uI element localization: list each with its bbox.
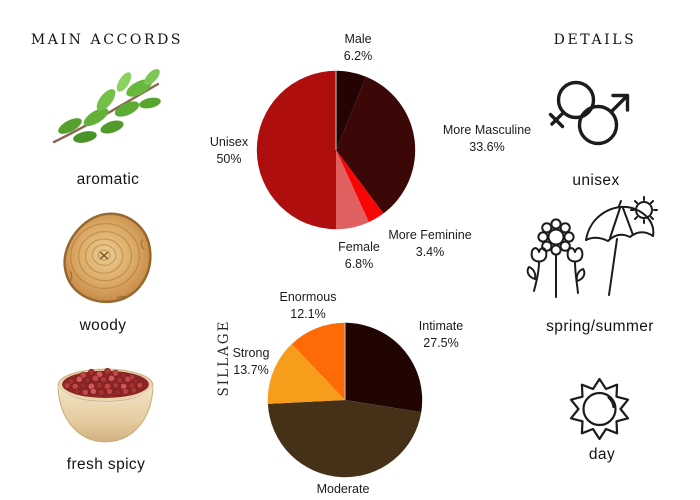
wood-rings <box>70 223 140 290</box>
pie-slice-male <box>336 70 367 150</box>
unisex-gender-icon <box>548 80 630 146</box>
slice-label-name: More Masculine <box>442 123 532 137</box>
wood-bark-marks <box>69 239 145 299</box>
slice-label-name: Unisex <box>209 135 249 149</box>
gender-pie-chart <box>256 70 416 230</box>
pie-label-enormous: Enormous 12.1% <box>280 289 337 322</box>
accord-label-aromatic: aromatic <box>76 171 140 188</box>
right-tulip <box>566 247 586 294</box>
pie-label-more-masculine: More Masculine 33.6% <box>443 122 531 155</box>
day-sun-icon <box>569 377 630 441</box>
pie-label-strong: Strong 13.7% <box>233 345 270 378</box>
pie-slice-strong <box>267 344 345 404</box>
pie-label-moderate: Moderate <box>317 481 370 498</box>
bowl-rim-highlight <box>57 385 154 404</box>
herb-sprig-image <box>52 69 161 144</box>
pie-slice-female <box>336 150 369 230</box>
herb-leaves <box>58 69 161 143</box>
peppercorns <box>63 367 143 396</box>
pie-label-male: Male 6.2% <box>344 31 373 64</box>
female-symbol-circle <box>556 80 596 120</box>
sun-rays-outline <box>569 377 630 441</box>
left-tulip <box>526 247 548 292</box>
pie-slice-unisex <box>256 70 336 230</box>
slice-label-name: Male <box>344 32 372 46</box>
spring-summer-icon <box>526 196 658 298</box>
main-accords-title: MAIN ACCORDS <box>30 32 184 48</box>
pie-slice-moderate <box>267 400 422 478</box>
umbrella <box>585 200 655 296</box>
slice-label-name: Intimate <box>418 319 464 333</box>
slice-label-pct: 50% <box>216 151 242 166</box>
pie-slice-enormous <box>291 322 345 400</box>
slice-label-pct: 27.5% <box>423 335 459 350</box>
slice-label-pct: 13.7% <box>233 362 269 377</box>
male-symbol-circle <box>577 104 619 146</box>
sillage-axis-title: SILLAGE <box>216 319 232 397</box>
slice-label-name: Enormous <box>279 290 337 304</box>
pie-label-more-feminine: More Feminine 3.4% <box>388 227 471 260</box>
pie-slice-intimate <box>345 322 423 413</box>
sun-inner-circle <box>582 391 617 427</box>
pie-slice-more-feminine <box>336 150 384 223</box>
pie-label-unisex: Unisex 50% <box>210 134 248 167</box>
pie-label-intimate: Intimate 27.5% <box>419 318 463 351</box>
large-flower <box>537 218 575 298</box>
sillage-pie-chart <box>267 322 423 478</box>
wood-knot <box>99 251 109 260</box>
pie-label-female: Female 6.8% <box>338 239 380 272</box>
male-symbol-arrow <box>609 93 630 114</box>
pie-slice-more-masculine <box>336 76 416 214</box>
slice-label-pct: 6.8% <box>344 256 374 271</box>
peppercorn-bowl-image <box>57 367 154 443</box>
detail-label-unisex: unisex <box>572 172 620 189</box>
sun-inner-arc <box>607 396 615 409</box>
slice-label-pct: 3.4% <box>415 244 445 259</box>
slice-label-pct: 12.1% <box>290 306 326 321</box>
slice-label-pct: 33.6% <box>469 139 505 154</box>
slice-label-name: More Feminine <box>388 228 472 242</box>
slice-label-name: Strong <box>232 346 270 360</box>
detail-label-spring-summer: spring/summer <box>546 318 654 335</box>
female-symbol-cross <box>548 110 566 129</box>
accord-label-fresh-spicy: fresh spicy <box>66 456 146 473</box>
accord-label-woody: woody <box>79 317 127 334</box>
details-title: DETAILS <box>553 32 637 48</box>
slice-label-pct: 6.2% <box>343 48 373 63</box>
wood-slice-image <box>63 212 152 304</box>
slice-label-name: Moderate <box>316 482 370 496</box>
slice-label-name: Female <box>338 240 380 254</box>
detail-label-day: day <box>588 446 616 463</box>
